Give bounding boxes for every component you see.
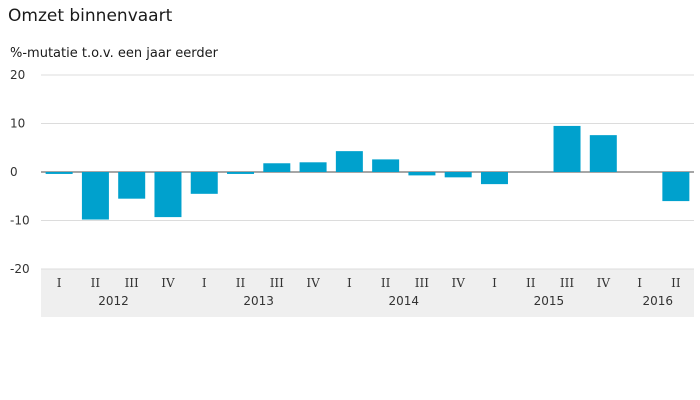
x-tick-label: II	[526, 276, 536, 290]
bar	[372, 159, 400, 172]
x-tick-label: III	[560, 276, 574, 290]
x-tick-label: II	[236, 276, 246, 290]
bar	[662, 172, 690, 202]
x-tick-label: IV	[306, 276, 320, 290]
x-year-label: 2016	[642, 294, 673, 308]
bar	[589, 135, 617, 172]
x-tick-label: I	[57, 276, 62, 290]
x-tick-label: I	[492, 276, 497, 290]
x-tick-label: III	[415, 276, 429, 290]
bar	[154, 172, 182, 218]
y-tick-label: -10	[10, 214, 30, 228]
y-tick-label: 10	[10, 117, 25, 131]
bar	[335, 151, 363, 172]
bar	[553, 125, 581, 172]
x-year-label: 2014	[389, 294, 420, 308]
x-tick-label: I	[347, 276, 352, 290]
x-tick-label: IV	[597, 276, 611, 290]
bar	[227, 172, 255, 174]
y-tick-label: -20	[10, 262, 30, 276]
x-tick-label: III	[270, 276, 284, 290]
bar	[480, 172, 508, 185]
chart-title: Omzet binnenvaart	[8, 6, 173, 26]
x-tick-label: II	[671, 276, 681, 290]
x-year-label: 2012	[98, 294, 129, 308]
bar	[408, 172, 436, 176]
x-tick-label: II	[91, 276, 101, 290]
chart-subtitle: %-mutatie t.o.v. een jaar eerder	[10, 46, 218, 61]
x-tick-label: IV	[161, 276, 175, 290]
bar	[190, 172, 218, 194]
bar	[444, 172, 472, 178]
x-axis-band	[41, 269, 694, 317]
bar	[81, 172, 109, 220]
y-tick-label: 0	[10, 165, 18, 179]
x-tick-label: I	[637, 276, 642, 290]
bar	[299, 162, 327, 172]
bar	[45, 172, 73, 174]
bar	[118, 172, 146, 199]
x-year-label: 2015	[534, 294, 565, 308]
x-tick-label: III	[125, 276, 139, 290]
y-tick-label: 20	[10, 68, 25, 82]
x-tick-label: II	[381, 276, 391, 290]
bar	[263, 163, 291, 172]
x-year-label: 2013	[243, 294, 274, 308]
x-tick-label: IV	[451, 276, 465, 290]
x-tick-label: I	[202, 276, 207, 290]
